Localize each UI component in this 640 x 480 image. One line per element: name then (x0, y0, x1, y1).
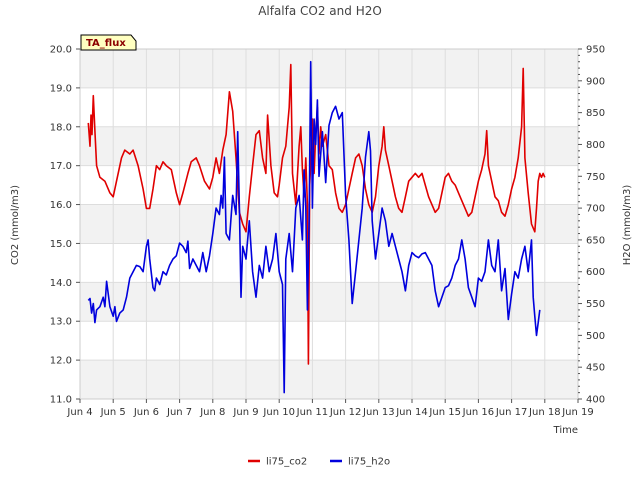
chart-title: Alfalfa CO2 and H2O (258, 4, 382, 18)
y-left-tick-label: 18.0 (50, 122, 72, 133)
y-left-tick-label: 17.0 (50, 161, 72, 172)
x-tick-label: Jun 13 (362, 407, 395, 418)
y-right-tick-label: 400 (586, 395, 605, 406)
y-right-tick-label: 700 (586, 204, 605, 215)
y-right-tick-label: 650 (586, 235, 605, 246)
y-left-tick-label: 16.0 (50, 200, 72, 211)
x-axis-ticks: Jun 4 Jun 5 Jun 6 Jun 7 Jun 8 Jun 9 Jun 10 Jun … (66, 399, 594, 418)
badge-label: TA_flux (86, 38, 126, 49)
legend-label: li75_h2o (348, 457, 390, 468)
y-left-tick-label: 19.0 (50, 83, 72, 94)
y-right-tick-label: 750 (586, 172, 605, 183)
x-tick-label: Jun 18 (528, 407, 561, 418)
x-tick-label: Jun 6 (133, 407, 159, 418)
y-axis-right-label: H2O (mmol/m3) (622, 185, 633, 266)
x-tick-label: Jun 11 (296, 407, 329, 418)
x-tick-label: Jun 19 (561, 407, 594, 418)
x-tick-label: Jun 14 (395, 407, 428, 418)
x-tick-label: Jun 10 (262, 407, 295, 418)
y-right-tick-label: 500 (586, 331, 605, 342)
y-right-tick-label: 550 (586, 299, 605, 310)
background-band (80, 282, 578, 322)
y-left-tick-label: 12.0 (50, 356, 72, 367)
y-left-tick-label: 15.0 (50, 239, 72, 250)
y-right-tick-label: 450 (586, 363, 605, 374)
badge-box (80, 34, 137, 51)
y-left-tick-label: 14.0 (50, 278, 72, 289)
x-tick-label: Jun 5 (100, 407, 126, 418)
legend-label: li75_co2 (266, 457, 307, 468)
y-left-tick-label: 20.0 (50, 45, 72, 56)
y-axis-left-label: CO2 (mmol/m3) (10, 185, 21, 265)
x-tick-label: Jun 17 (495, 407, 528, 418)
background-bands (80, 49, 578, 399)
x-tick-label: Jun 12 (329, 407, 362, 418)
background-band (80, 204, 578, 244)
right-axis-ticks: 400 450 500 550 600 650 700 750 800 850 900 950 (578, 45, 605, 406)
background-band (80, 49, 578, 88)
y-right-tick-label: 800 (586, 140, 605, 151)
y-right-tick-label: 900 (586, 76, 605, 87)
flux-badge: TA_flux (80, 34, 137, 51)
y-right-tick-label: 850 (586, 108, 605, 119)
legend: li75_co2 li75_h2o (248, 457, 390, 468)
x-tick-label: Jun 16 (462, 407, 495, 418)
series-layer (87, 60, 546, 394)
series-line-li75_h2o (87, 60, 541, 394)
x-tick-label: Jun 15 (428, 407, 461, 418)
x-axis-label: Time (553, 425, 578, 436)
plot-area (79, 48, 579, 400)
y-left-tick-label: 13.0 (50, 317, 72, 328)
y-right-tick-label: 950 (586, 45, 605, 56)
x-tick-label: Jun 7 (166, 407, 192, 418)
x-tick-label: Jun 4 (66, 407, 92, 418)
y-right-tick-label: 600 (586, 267, 605, 278)
background-band (80, 360, 578, 399)
y-left-tick-label: 11.0 (50, 395, 72, 406)
left-axis-ticks: 11.0 12.0 13.0 14.0 15.0 16.0 17.0 18.0 19.0 20.0 (50, 45, 80, 406)
x-tick-label: Jun 8 (199, 407, 225, 418)
x-tick-label: Jun 9 (232, 407, 258, 418)
